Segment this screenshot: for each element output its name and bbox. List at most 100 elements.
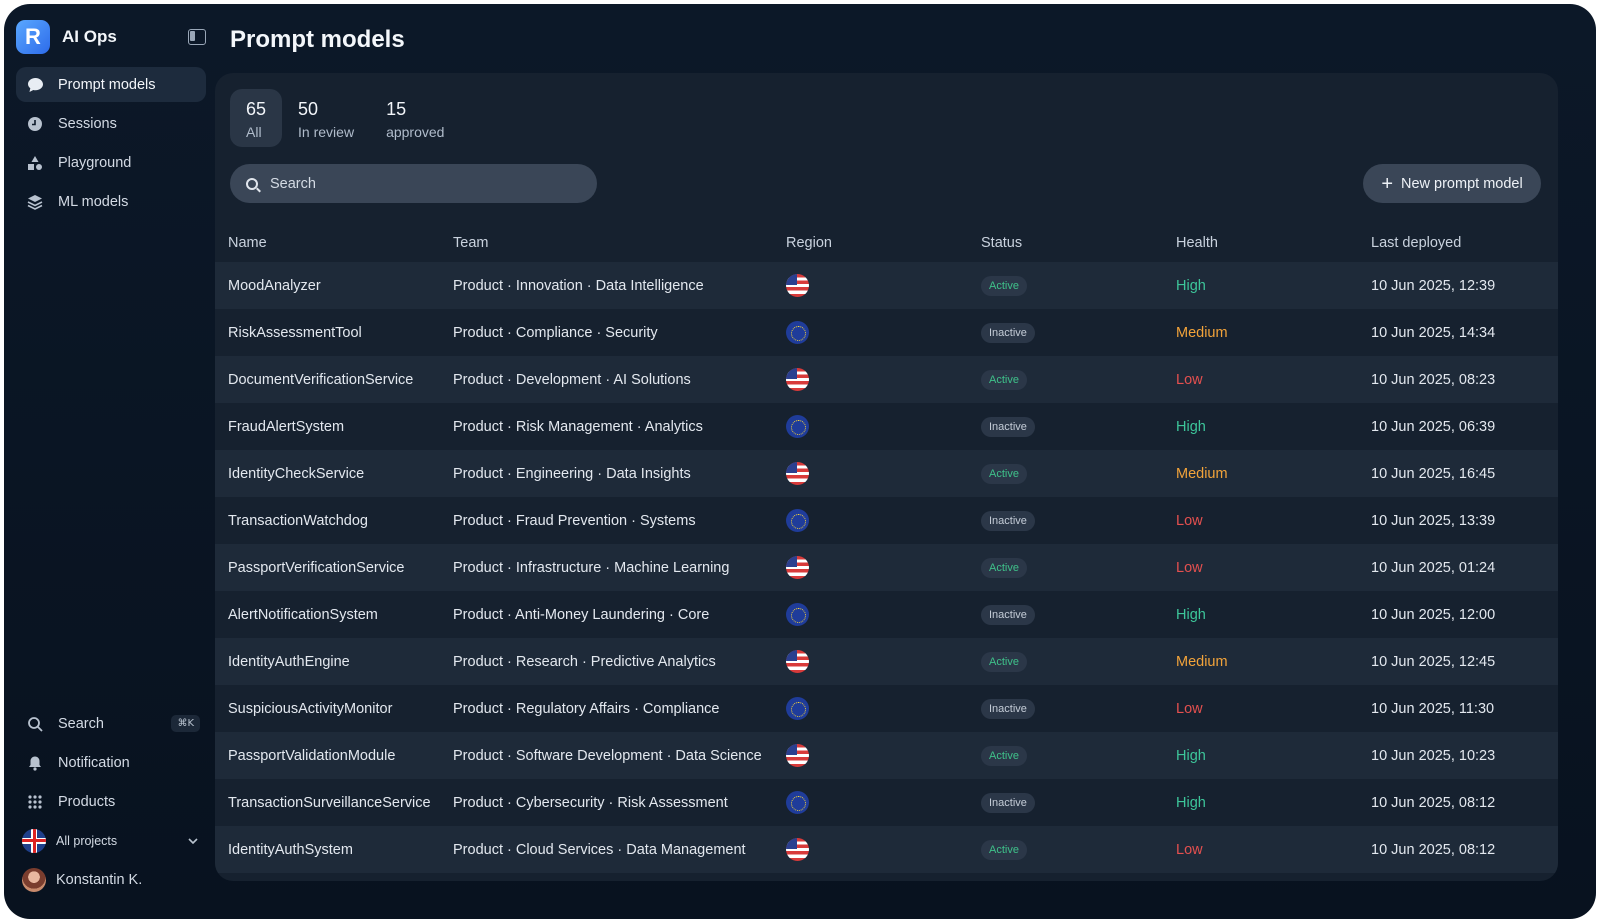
sidebar-item-label: ML models bbox=[58, 193, 129, 210]
cell-region bbox=[786, 309, 981, 356]
table-row[interactable]: IdentityCheckService Product · Engineerin… bbox=[215, 450, 1558, 497]
table-row[interactable]: TransactionSurveillanceService Product · … bbox=[215, 779, 1558, 826]
cell-health: Low bbox=[1176, 685, 1371, 732]
status-badge: Inactive bbox=[981, 416, 1035, 437]
filter-tab-count: 50 bbox=[298, 99, 319, 119]
cell-health: Low bbox=[1176, 826, 1371, 873]
project-selector[interactable]: All projects bbox=[16, 821, 206, 860]
table-body: MoodAnalyzer Product · Innovation · Data … bbox=[215, 262, 1558, 873]
column-header-status[interactable]: Status bbox=[981, 234, 1023, 251]
chevron-down-icon bbox=[188, 835, 198, 847]
sidebar-products[interactable]: Products bbox=[16, 782, 206, 821]
cell-health: Low bbox=[1176, 544, 1371, 591]
search-icon bbox=[246, 177, 258, 190]
filter-tab-approved[interactable]: 15 approved bbox=[370, 89, 460, 147]
cell-status: Active bbox=[981, 732, 1176, 779]
us-flag-icon bbox=[786, 744, 809, 767]
new-prompt-model-button[interactable]: + New prompt model bbox=[1363, 164, 1541, 203]
cell-region bbox=[786, 544, 981, 591]
column-header-last-deployed[interactable]: Last deployed bbox=[1371, 234, 1462, 251]
status-badge: Inactive bbox=[981, 510, 1035, 531]
table-row[interactable]: FraudAlertSystem Product · Risk Managemen… bbox=[215, 403, 1558, 450]
sidebar-bottom: Search ⌘K Notification Products All proj… bbox=[16, 704, 206, 899]
filter-tab-label: All bbox=[246, 124, 262, 140]
cell-status: Active bbox=[981, 262, 1176, 309]
table-header-row: Name Team Region Status Health Last depl… bbox=[215, 223, 1558, 262]
table-row[interactable]: AlertNotificationSystem Product · Anti-Mo… bbox=[215, 591, 1558, 638]
cell-health: High bbox=[1176, 779, 1371, 826]
cell-team: Product · Engineering · Data Insights bbox=[453, 450, 786, 497]
status-badge: Inactive bbox=[981, 322, 1035, 343]
cell-name: DocumentVerificationService bbox=[215, 356, 453, 403]
cell-status: Active bbox=[981, 356, 1176, 403]
search-bar bbox=[230, 164, 597, 203]
column-header-name[interactable]: Name bbox=[228, 234, 267, 251]
cell-team: Product · Research · Predictive Analytic… bbox=[453, 638, 786, 685]
status-badge: Active bbox=[981, 557, 1027, 578]
cell-name: SuspiciousActivityMonitor bbox=[215, 685, 453, 732]
table-row[interactable]: PassportValidationModule Product · Softwa… bbox=[215, 732, 1558, 779]
cell-health: High bbox=[1176, 403, 1371, 450]
cell-name: MoodAnalyzer bbox=[215, 262, 453, 309]
cell-last-deployed: 10 Jun 2025, 10:23 bbox=[1371, 732, 1558, 779]
status-badge: Active bbox=[981, 651, 1027, 672]
table-row[interactable]: PassportVerificationService Product · Inf… bbox=[215, 544, 1558, 591]
cell-name: AlertNotificationSystem bbox=[215, 591, 453, 638]
sidebar-search[interactable]: Search ⌘K bbox=[16, 704, 206, 743]
sidebar-item-sessions[interactable]: Sessions bbox=[16, 106, 206, 141]
table-row[interactable]: IdentityAuthSystem Product · Cloud Servic… bbox=[215, 826, 1558, 873]
cell-region bbox=[786, 638, 981, 685]
search-input[interactable] bbox=[270, 175, 570, 192]
status-badge: Inactive bbox=[981, 792, 1035, 813]
eu-flag-icon bbox=[786, 697, 809, 720]
table-row[interactable]: SuspiciousActivityMonitor Product · Regul… bbox=[215, 685, 1558, 732]
sidebar-toggle-icon[interactable] bbox=[188, 29, 206, 45]
column-header-team[interactable]: Team bbox=[453, 234, 489, 251]
table-row[interactable]: TransactionWatchdog Product · Fraud Preve… bbox=[215, 497, 1558, 544]
eu-flag-icon bbox=[786, 415, 809, 438]
user-profile[interactable]: Konstantin K. bbox=[16, 860, 206, 899]
cell-status: Active bbox=[981, 450, 1176, 497]
cell-health: High bbox=[1176, 262, 1371, 309]
cell-status: Active bbox=[981, 638, 1176, 685]
column-header-region[interactable]: Region bbox=[786, 234, 832, 251]
status-badge: Active bbox=[981, 275, 1027, 296]
filter-tab-label: In review bbox=[298, 124, 355, 140]
status-badge: Inactive bbox=[981, 604, 1035, 625]
cell-team: Product · Cloud Services · Data Manageme… bbox=[453, 826, 786, 873]
cell-team: Product · Software Development · Data Sc… bbox=[453, 732, 786, 779]
filter-tab-count: 65 bbox=[246, 99, 267, 119]
table-row[interactable]: MoodAnalyzer Product · Innovation · Data … bbox=[215, 262, 1558, 309]
bell-icon bbox=[26, 754, 44, 772]
table-row[interactable]: IdentityAuthEngine Product · Research · P… bbox=[215, 638, 1558, 685]
cell-team: Product · Regulatory Affairs · Complianc… bbox=[453, 685, 786, 732]
status-badge: Active bbox=[981, 745, 1027, 766]
sidebar-notification[interactable]: Notification bbox=[16, 743, 206, 782]
filter-tab-in-review[interactable]: 50 In review bbox=[282, 89, 370, 147]
sidebar-item-playground[interactable]: Playground bbox=[16, 145, 206, 180]
table-row[interactable]: DocumentVerificationService Product · Dev… bbox=[215, 356, 1558, 403]
table-row[interactable]: RiskAssessmentTool Product · Compliance ·… bbox=[215, 309, 1558, 356]
us-flag-icon bbox=[786, 838, 809, 861]
cell-status: Inactive bbox=[981, 497, 1176, 544]
app-name: AI Ops bbox=[62, 27, 117, 46]
cell-region bbox=[786, 262, 981, 309]
cell-status: Inactive bbox=[981, 403, 1176, 450]
cell-last-deployed: 10 Jun 2025, 01:24 bbox=[1371, 544, 1558, 591]
avatar bbox=[22, 867, 46, 892]
main-nav: Prompt models Sessions Playground ML mod… bbox=[16, 67, 206, 223]
us-flag-icon bbox=[786, 556, 809, 579]
status-badge: Active bbox=[981, 369, 1027, 390]
cell-region bbox=[786, 403, 981, 450]
sidebar-item-ml-models[interactable]: ML models bbox=[16, 184, 206, 219]
plus-icon: + bbox=[1381, 172, 1393, 195]
cell-name: PassportVerificationService bbox=[215, 544, 453, 591]
sidebar-item-prompt-models[interactable]: Prompt models bbox=[16, 67, 206, 102]
layers-icon bbox=[26, 193, 44, 211]
us-flag-icon bbox=[786, 650, 809, 673]
filter-tab-all[interactable]: 65 All bbox=[230, 89, 283, 147]
brand: R AI Ops bbox=[16, 20, 206, 54]
column-header-health[interactable]: Health bbox=[1176, 234, 1218, 251]
cell-team: Product · Fraud Prevention · Systems bbox=[453, 497, 786, 544]
cell-last-deployed: 10 Jun 2025, 13:39 bbox=[1371, 497, 1558, 544]
